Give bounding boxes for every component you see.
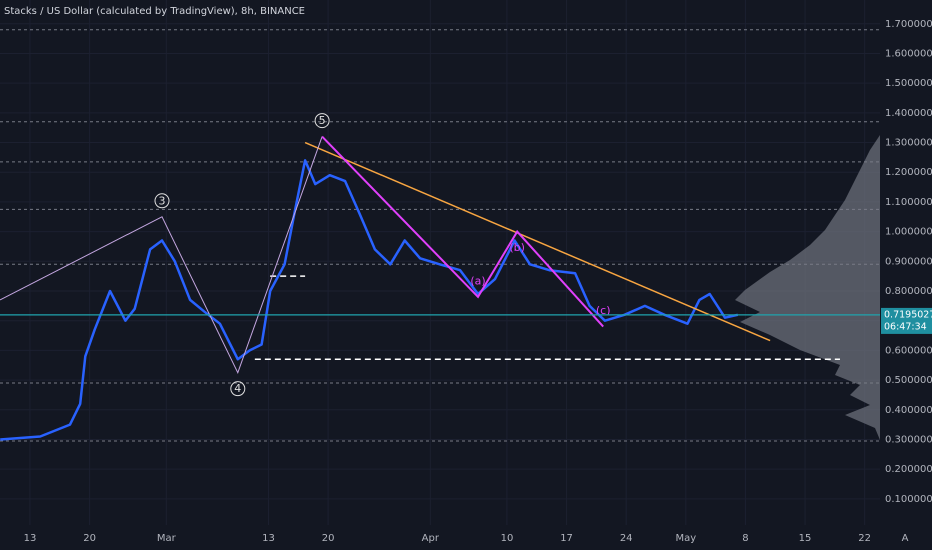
last-price-box — [881, 307, 932, 334]
wave-label: 4 — [234, 382, 241, 395]
x-tick-label: Apr — [422, 533, 440, 544]
x-tick-label: 13 — [24, 533, 37, 544]
impulse-wave — [0, 136, 323, 374]
y-tick-label: 1.70000000 — [885, 19, 932, 30]
y-tick-label: 1.00000000 — [885, 227, 932, 238]
y-tick-label: 1.40000000 — [885, 108, 932, 119]
y-tick-label: 0.80000000 — [885, 286, 932, 297]
chart-title: Stacks / US Dollar (calculated by Tradin… — [4, 6, 305, 17]
x-tick-label: 10 — [501, 533, 514, 544]
countdown: 06:47:34 — [884, 321, 927, 332]
wave-label: (b) — [509, 241, 525, 254]
y-tick-label: 1.60000000 — [885, 48, 932, 59]
x-tick-label: 17 — [560, 533, 573, 544]
price-line — [0, 159, 739, 441]
x-tick-label: 24 — [620, 533, 633, 544]
wave-label: 5 — [319, 114, 326, 127]
corner-label: A — [902, 533, 909, 544]
y-tick-label: 0.50000000 — [885, 375, 932, 386]
x-tick-label: 20 — [83, 533, 96, 544]
x-tick-label: May — [675, 533, 696, 544]
wave-label: 3 — [158, 194, 165, 207]
x-tick-label: 13 — [262, 533, 275, 544]
wave-circle — [230, 381, 246, 397]
last-price-label: 0.71950274 — [884, 309, 932, 320]
trendline — [304, 141, 771, 342]
y-tick-label: 1.10000000 — [885, 197, 932, 208]
y-tick-label: 0.90000000 — [885, 256, 932, 267]
x-tick-label: 15 — [799, 533, 812, 544]
x-tick-label: 20 — [322, 533, 335, 544]
volume-profile — [735, 135, 880, 440]
y-tick-label: 0.40000000 — [885, 405, 932, 416]
y-tick-label: 1.50000000 — [885, 78, 932, 89]
y-tick-label: 1.30000000 — [885, 138, 932, 149]
x-tick-label: 22 — [858, 533, 871, 544]
wave-circle — [314, 113, 330, 129]
y-tick-label: 0.20000000 — [885, 464, 932, 475]
wave-label: (c) — [596, 304, 611, 317]
y-tick-label: 1.20000000 — [885, 167, 932, 178]
y-tick-label: 0.60000000 — [885, 345, 932, 356]
x-tick-label: Mar — [157, 533, 177, 544]
y-tick-label: 0.10000000 — [885, 494, 932, 505]
wave-circle — [154, 193, 170, 209]
corrective-wave — [321, 135, 604, 328]
wave-label: (a) — [470, 274, 485, 287]
y-tick-label: 0.30000000 — [885, 434, 932, 445]
x-tick-label: 8 — [742, 533, 748, 544]
